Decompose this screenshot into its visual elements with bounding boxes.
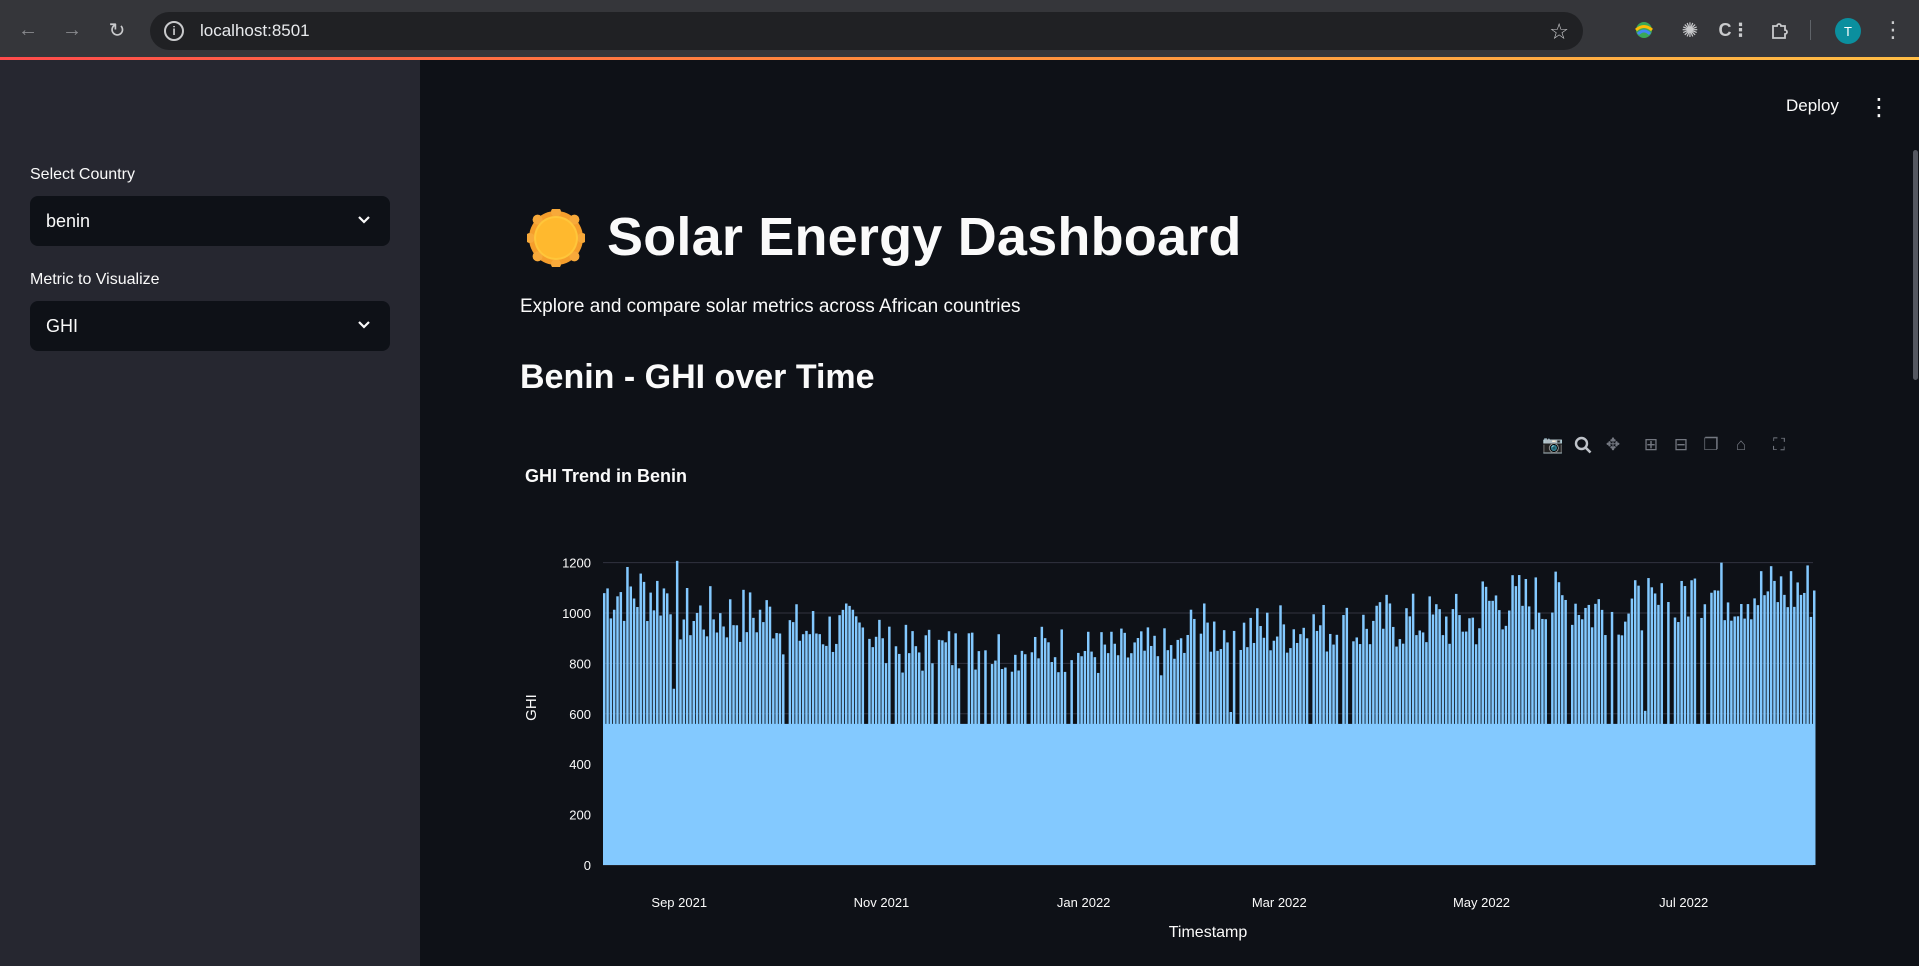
bar — [642, 581, 646, 865]
info-icon[interactable]: i — [164, 21, 184, 41]
bar — [1557, 582, 1561, 865]
y-tick-label: 400 — [569, 757, 591, 772]
bar — [1690, 580, 1693, 865]
back-arrow-icon[interactable]: ← — [18, 18, 38, 41]
extension-c-icon[interactable]: C⋮ — [1718, 19, 1750, 40]
y-tick-label: 800 — [569, 656, 591, 671]
y-tick-label: 200 — [569, 808, 591, 823]
address-bar[interactable]: i localhost:8501 ☆ — [150, 12, 1583, 50]
bar — [1806, 565, 1809, 865]
browser-menu-icon[interactable]: ⋮ — [1882, 17, 1904, 42]
sidebar: Select Country benin Metric to Visualize… — [0, 60, 420, 966]
bar — [1693, 578, 1697, 865]
bar — [1481, 581, 1484, 865]
metric-select-value: GHI — [46, 315, 79, 336]
puzzle-icon[interactable] — [1766, 16, 1794, 44]
toolbar-divider — [1810, 20, 1811, 40]
y-tick-label: 1000 — [562, 606, 591, 621]
zoom-out-icon[interactable]: ⊟ — [1673, 435, 1689, 454]
app-menu-icon[interactable]: ⋮ — [1867, 94, 1891, 121]
x-tick-label: May 2022 — [1453, 895, 1510, 910]
forward-arrow-icon[interactable]: → — [62, 18, 82, 41]
x-axis-label: Timestamp — [1169, 924, 1248, 941]
bar — [626, 566, 629, 865]
bar — [1769, 566, 1773, 865]
x-tick-label: Mar 2022 — [1252, 895, 1307, 910]
bar — [1554, 571, 1557, 865]
profile-avatar[interactable]: T — [1835, 18, 1861, 44]
y-tick-label: 600 — [569, 707, 591, 722]
bar — [1511, 575, 1514, 865]
y-axis-label: GHI — [523, 694, 540, 721]
pan-icon[interactable]: ✥ — [1605, 435, 1621, 454]
zoom-icon[interactable] — [1570, 432, 1596, 458]
x-tick-label: Jan 2022 — [1057, 895, 1111, 910]
autoscale-icon[interactable]: ❐ — [1703, 435, 1719, 454]
bar — [1796, 582, 1799, 865]
bar — [675, 560, 679, 865]
camera-icon[interactable]: 📷 — [1542, 435, 1564, 454]
extension-globe-icon[interactable] — [1630, 16, 1658, 44]
section-heading: Benin - GHI over Time — [520, 358, 875, 396]
bar — [1633, 580, 1637, 865]
extension-bug-icon[interactable]: ✺ — [1681, 19, 1699, 42]
country-select-value: benin — [46, 210, 91, 231]
y-tick-label: 0 — [584, 858, 591, 873]
bar — [1773, 580, 1776, 865]
bar — [1813, 590, 1816, 865]
country-select[interactable]: benin — [30, 196, 390, 246]
bar — [1647, 578, 1650, 865]
browser-toolbar: ← → ↻ i localhost:8501 ☆ ✺ C⋮ T ⋮ — [0, 0, 1919, 60]
chevron-down-icon — [358, 216, 370, 224]
scrollbar[interactable] — [1913, 150, 1918, 380]
bar — [1534, 577, 1538, 865]
x-tick-label: Jul 2022 — [1659, 895, 1708, 910]
chart-modebar: 📷 ✥ ⊞ ⊟ ❐ ⌂ ⛶ — [1540, 432, 1796, 458]
chevron-down-icon — [358, 321, 370, 329]
bar — [639, 573, 642, 865]
bar-base-fill — [603, 723, 1813, 865]
deploy-button[interactable]: Deploy — [1786, 96, 1839, 115]
reload-icon[interactable]: ↻ — [108, 19, 126, 42]
bar — [1789, 571, 1793, 865]
bar — [1524, 578, 1528, 865]
bar — [1720, 562, 1723, 865]
bar — [1759, 571, 1763, 865]
home-icon[interactable]: ⌂ — [1735, 435, 1747, 454]
x-tick-label: Sep 2021 — [651, 895, 707, 910]
page-title: Solar Energy Dashboard — [607, 207, 1242, 267]
metric-select[interactable]: GHI — [30, 301, 390, 351]
ghi-chart[interactable]: 0 200 400 600 800 1000 1200 Sep 2021 Nov 2021 Jan… — [500, 540, 1830, 960]
star-icon[interactable]: ☆ — [1549, 19, 1569, 44]
bar — [1517, 575, 1521, 865]
bar — [656, 580, 659, 865]
bar — [1779, 576, 1783, 865]
url-text[interactable]: localhost:8501 — [200, 21, 310, 40]
metric-select-label: Metric to Visualize — [30, 271, 160, 288]
country-select-label: Select Country — [30, 166, 135, 183]
chart-title: GHI Trend in Benin — [525, 466, 688, 486]
bar — [1680, 580, 1683, 865]
y-tick-label: 1200 — [562, 556, 591, 571]
fullscreen-icon[interactable]: ⛶ — [1773, 435, 1785, 454]
loading-accent-bar — [0, 57, 1919, 60]
x-tick-label: Nov 2021 — [854, 895, 910, 910]
page-subtitle: Explore and compare solar metrics across… — [520, 296, 1021, 317]
sun-icon — [527, 209, 585, 267]
zoom-in-icon[interactable]: ⊞ — [1643, 435, 1659, 454]
